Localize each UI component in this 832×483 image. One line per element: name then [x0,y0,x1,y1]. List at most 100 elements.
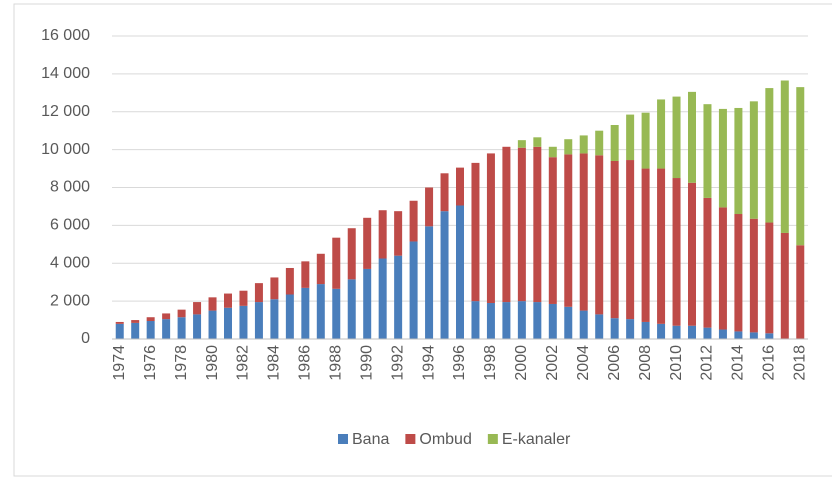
bar-segment [270,299,279,339]
bar-segment [394,255,403,339]
bar-segment [533,302,542,339]
y-tick-label: 0 [81,330,90,347]
y-tick-label: 2 000 [50,292,90,309]
bar-segment [378,258,387,339]
bar-segment [162,313,171,320]
bar-segment [254,283,263,303]
bar-segment [440,173,449,212]
bar-segment [409,200,418,242]
x-tick-label: 1976 [142,345,159,381]
x-tick-label: 1994 [420,345,437,381]
bar-segment [502,146,511,303]
bar-segment [749,101,758,219]
bar-segment [688,91,696,183]
bar-segment [471,162,480,302]
legend-swatch [405,434,416,444]
bar-segment [332,288,341,339]
bar-segment [765,333,774,339]
bar-segment [672,178,681,326]
bar-segment [641,112,650,169]
bar-segment [425,187,434,227]
bar-segment [780,80,789,233]
bar-segment [347,228,356,280]
bar-segment [579,153,588,311]
x-tick-label: 2002 [544,345,561,381]
y-tick-label: 10 000 [41,141,90,158]
x-tick-label: 2018 [791,345,808,381]
bar-segment [425,226,434,339]
y-tick-label: 14 000 [41,65,90,82]
bar-segment [301,261,310,288]
bar-segment [517,147,526,302]
bar-segment [146,321,155,339]
bar-segment [486,153,495,304]
bar-segment [254,302,263,339]
bar-segment [765,222,774,334]
bar-segment [316,284,325,339]
bar-segment [718,108,727,208]
x-tick-label: 1978 [173,345,190,381]
bar-segment [703,327,712,339]
bar-segment [471,301,480,339]
y-tick-label: 12 000 [41,103,90,120]
bar-segment [301,287,310,339]
x-tick-label: 1986 [297,345,314,381]
x-tick-label: 1998 [482,345,499,381]
x-tick-label: 1992 [389,345,406,381]
bar-segment [394,211,403,256]
bar-segment [378,210,387,259]
x-tick-label: 1980 [204,345,221,381]
bar-segment [626,319,635,339]
bar-segment [688,182,696,326]
bar-segment [131,322,140,339]
bar-segment [564,306,573,339]
x-tick-label: 2004 [575,345,592,381]
bar-segment [796,87,805,246]
bar-segment [734,214,743,332]
bar-segment [734,331,743,339]
chart-frame [13,3,832,477]
x-tick-label: 1988 [327,345,344,381]
bar-segment [115,321,124,324]
bar-segment [285,267,294,295]
bar-segment [688,325,696,339]
x-tick-label: 1982 [235,345,252,381]
bar-segment [533,137,542,147]
bar-segment [347,279,356,339]
bar-segment [409,241,418,339]
bar-segment [780,232,789,339]
bar-segment [579,135,588,154]
x-tick-label: 2016 [761,345,778,381]
bar-segment [796,245,805,339]
bar-segment [486,303,495,339]
bar-segment [193,302,202,315]
bar-segment [657,168,666,324]
x-tick-label: 1984 [266,345,283,381]
y-tick-label: 4 000 [50,254,90,271]
bar-segment [456,205,464,339]
bar-segment [610,160,619,319]
legend-label: Bana [352,431,389,448]
bar-segment [734,107,743,215]
bar-segment [564,139,573,155]
bar-segment [718,207,727,330]
bar-segment [626,160,635,320]
bar-segment [517,140,526,148]
bar-segment [765,88,774,223]
legend-label: Ombud [419,431,471,448]
bar-segment [502,302,511,339]
bar-segment [579,310,588,339]
x-tick-label: 2000 [513,345,530,381]
legend-swatch [487,434,498,444]
bar-segment [208,297,217,311]
x-tick-label: 1996 [451,345,468,381]
legend-label: E-kanaler [502,431,571,448]
bar-segment [363,268,372,339]
bar-segment [456,167,464,206]
bar-segment [363,217,372,269]
bar-segment [548,146,557,158]
bar-segment [440,211,449,339]
bar-segment [285,294,294,339]
bar-segment [595,314,604,339]
